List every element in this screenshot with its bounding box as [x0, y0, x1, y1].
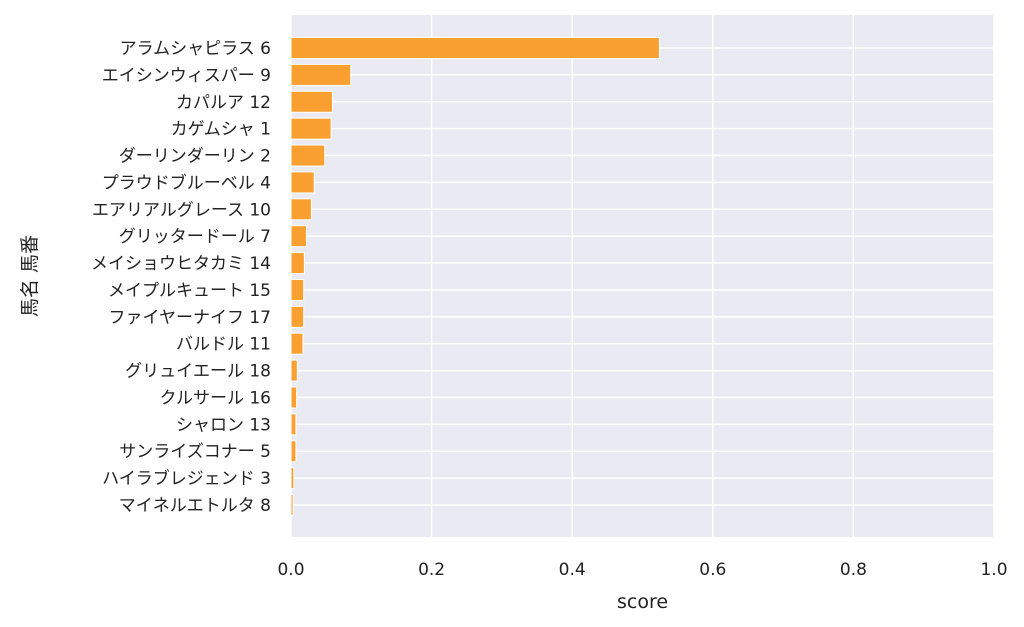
y-tick-label: ハイラブレジェンド 3 [102, 468, 271, 489]
x-tick-label: 1.0 [980, 560, 1007, 580]
x-tick-label: 0.4 [559, 560, 586, 580]
gridlines [290, 15, 995, 537]
bar [290, 332, 304, 355]
x-tick-labels: 0.0 0.2 0.4 0.6 0.8 1.0 [277, 560, 1007, 580]
y-tick-label: メイショウヒタカミ 14 [91, 254, 271, 274]
y-tick-label: クルサール 16 [159, 388, 271, 408]
y-tick-label: メイプルキュート 15 [108, 281, 271, 301]
y-tick-label: グリッタードール 7 [119, 227, 271, 247]
bar [290, 494, 294, 516]
bar [290, 386, 298, 409]
y-tick-label: グリュイエール 18 [125, 362, 271, 382]
y-axis-title: 馬名 馬番 [19, 235, 41, 317]
y-tick-label: ダーリンダーリン 2 [119, 147, 271, 167]
x-tick-label: 0.0 [277, 560, 304, 580]
bar [290, 63, 352, 86]
bar [290, 305, 305, 328]
y-tick-label: カゲムシャ 1 [171, 120, 271, 140]
y-tick-label: プラウドブルーベル 4 [102, 172, 271, 193]
bar [290, 171, 315, 194]
bar [290, 252, 305, 275]
y-tick-label: カパルア 12 [176, 93, 271, 113]
bar [290, 440, 297, 463]
bar [290, 198, 312, 221]
bar [290, 467, 295, 490]
y-tick-label: サンライズコナー 5 [119, 442, 271, 462]
y-tick-label: マイネルエトルタ 8 [119, 496, 271, 516]
y-tick-labels: アラムシャピラス 6 エイシンウィスパー 9 カパルア 12 カゲムシャ 1 ダーリンダ… [91, 39, 271, 516]
bar [290, 359, 298, 382]
bar [290, 144, 326, 167]
bar [290, 90, 333, 113]
bar [290, 278, 305, 301]
bar [290, 117, 332, 140]
y-tick-label: バルドル 11 [176, 335, 271, 355]
x-tick-label: 0.2 [418, 560, 445, 580]
y-tick-label: シャロン 13 [176, 415, 271, 435]
y-tick-label: エアリアルグレース 10 [92, 200, 271, 220]
bar [290, 37, 660, 59]
bar [290, 225, 307, 248]
bars [290, 37, 660, 516]
x-tick-label: 0.6 [699, 560, 726, 580]
y-tick-label: エイシンウィスパー 9 [102, 66, 271, 86]
x-tick-label: 0.8 [840, 560, 867, 580]
y-tick-label: アラムシャピラス 6 [120, 39, 271, 59]
plot-area [291, 15, 994, 537]
y-tick-label: ファイヤーナイフ 17 [108, 308, 271, 328]
bar [290, 413, 297, 436]
x-axis-title: score [617, 591, 668, 613]
